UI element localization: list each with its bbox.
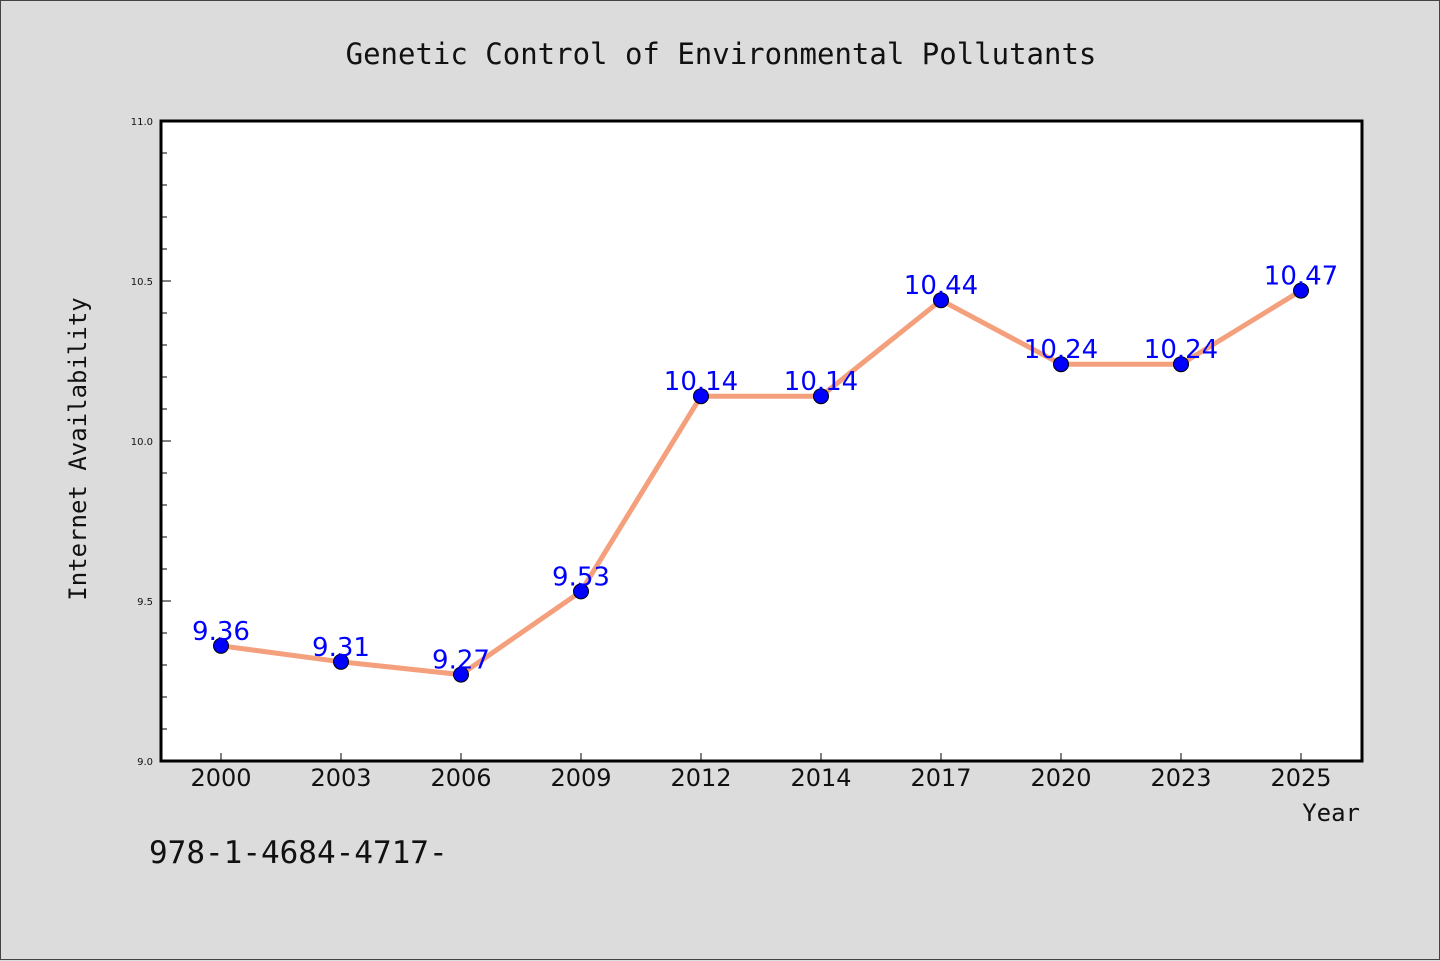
- x-axis-title: Year: [1302, 799, 1360, 827]
- data-label: 10.14: [664, 367, 738, 397]
- chart-title: Genetic Control of Environmental Polluta…: [346, 37, 1097, 71]
- y-axis: 9.0 9.5 10.0 10.5 11.0: [131, 117, 171, 768]
- data-label: 9.53: [552, 562, 610, 592]
- data-label: 10.44: [904, 271, 978, 301]
- data-point: [693, 388, 709, 405]
- plot-area: [159, 119, 1364, 763]
- footnote-text: 978-1-4684-4717-: [149, 835, 448, 871]
- data-point: [813, 388, 829, 405]
- x-tick-label: 2025: [1270, 764, 1331, 792]
- data-point: [1293, 282, 1309, 299]
- y-tick-label: 11.0: [131, 117, 153, 128]
- data-label: 10.24: [1144, 335, 1218, 365]
- data-label: 9.31: [312, 633, 370, 663]
- data-label: 10.14: [784, 367, 858, 397]
- x-tick-label: 2012: [670, 764, 731, 792]
- y-tick-label: 9.0: [137, 757, 153, 768]
- data-label: 9.36: [192, 617, 250, 647]
- series-group: 9.36 9.31 9.27 9.53 10.14 10.14 10.44 10.24 10.2…: [192, 262, 1338, 683]
- x-tick-label: 2003: [310, 764, 371, 792]
- data-point: [453, 666, 469, 683]
- data-point: [333, 653, 349, 670]
- data-label: 10.24: [1024, 335, 1098, 365]
- x-tick-label: 2023: [1150, 764, 1211, 792]
- data-point: [1053, 356, 1069, 373]
- y-axis-title: Internet Availability: [64, 297, 92, 600]
- x-tick-label: 2014: [790, 764, 851, 792]
- x-axis: 2000 2003 2006 2009 2012 2014 2017 2020 2023 2025: [190, 753, 1332, 792]
- x-tick-label: 2009: [550, 764, 611, 792]
- data-label: 9.27: [432, 646, 490, 676]
- data-point: [1173, 356, 1189, 373]
- x-tick-label: 2020: [1030, 764, 1091, 792]
- y-tick-label: 9.5: [137, 597, 153, 608]
- data-point: [213, 637, 229, 654]
- y-tick-label: 10.5: [131, 277, 153, 288]
- data-label: 10.47: [1264, 262, 1338, 292]
- x-tick-label: 2000: [190, 764, 251, 792]
- data-point: [573, 583, 589, 600]
- x-tick-label: 2017: [910, 764, 971, 792]
- x-tick-label: 2006: [430, 764, 491, 792]
- series-line: [218, 288, 1304, 678]
- y-tick-label: 10.0: [131, 437, 153, 448]
- data-point: [933, 292, 949, 309]
